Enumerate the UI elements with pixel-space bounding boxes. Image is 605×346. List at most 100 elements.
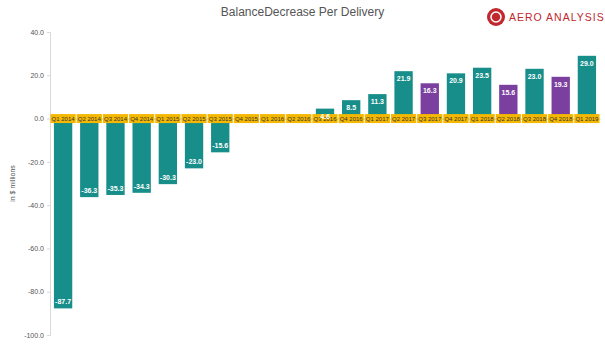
data-label: 4.6	[320, 113, 330, 120]
logo-icon	[487, 8, 505, 26]
bar	[80, 119, 98, 198]
x-tick-label: Q1 2014	[52, 116, 76, 122]
y-axis-line	[47, 33, 51, 336]
data-label: -30.3	[160, 174, 176, 181]
data-label: 16.3	[423, 87, 437, 94]
x-tick-label: Q4 2017	[444, 116, 468, 122]
x-tick-label: Q4 2016	[340, 116, 364, 122]
category-band	[443, 114, 468, 123]
x-tick: Q2 2015	[181, 114, 206, 123]
x-tick: Q3 2017	[417, 114, 442, 123]
y-tick: -100.0	[24, 332, 50, 339]
y-tick: -60.0	[28, 245, 50, 252]
x-tick: Q1 2019	[574, 114, 599, 123]
bar	[54, 119, 72, 309]
x-tick-label: Q2 2017	[392, 116, 416, 122]
x-tick: Q3 2014	[103, 114, 128, 123]
bar	[552, 77, 570, 119]
category-band	[260, 114, 285, 123]
data-labels: -87.7-36.3-35.3-34.3-30.3-23.0-15.64.68.…	[55, 60, 594, 306]
x-tick: Q1 2018	[470, 114, 495, 123]
data-label: 11.3	[371, 98, 384, 105]
logo: AERO ANALYSIS	[487, 8, 605, 26]
x-tick-label: Q3 2018	[523, 116, 547, 122]
x-tick-label: Q1 2017	[366, 116, 390, 122]
x-tick-label: Q2 2018	[497, 116, 521, 122]
y-tick-label: 20.0	[30, 72, 44, 79]
y-tick-label: -80.0	[28, 288, 44, 295]
y-tick-label: 40.0	[30, 29, 44, 36]
category-band	[77, 114, 102, 123]
bar	[578, 56, 596, 119]
data-label: -34.3	[134, 183, 150, 190]
x-tick: Q2 2017	[391, 114, 416, 123]
bar	[394, 71, 412, 118]
y-tick-mark	[47, 162, 50, 163]
y-tick: -80.0	[28, 288, 50, 295]
category-band	[470, 114, 495, 123]
y-tick-mark	[47, 248, 50, 249]
y-tick: -40.0	[28, 202, 50, 209]
x-tick: Q4 2015	[234, 114, 259, 123]
bar	[499, 85, 517, 119]
category-band	[417, 114, 442, 123]
data-label: -15.6	[212, 142, 228, 149]
data-label: -35.3	[107, 185, 123, 192]
y-tick-mark	[47, 32, 50, 33]
x-tick: Q4 2014	[129, 114, 154, 123]
x-tick-label: Q2 2014	[78, 116, 102, 122]
x-tick-label: Q4 2015	[235, 116, 259, 122]
category-band	[339, 114, 364, 123]
category-band	[286, 114, 311, 123]
data-label: -36.3	[81, 187, 97, 194]
x-tick-label: Q4 2014	[130, 116, 154, 122]
data-label: 8.5	[346, 104, 356, 111]
x-tick-label: Q2 2016	[287, 116, 311, 122]
x-tick-label: Q3 2015	[209, 116, 233, 122]
logo-text: AERO ANALYSIS	[509, 11, 605, 23]
plot: -100.0-80.0-60.0-40.0-20.00.020.040.0Q1 …	[24, 29, 600, 339]
y-tick-mark	[47, 205, 50, 206]
category-band	[103, 114, 128, 123]
y-tick-mark	[47, 119, 50, 120]
bar	[211, 119, 229, 153]
category-band	[234, 114, 259, 123]
y-axis: -100.0-80.0-60.0-40.0-20.00.020.040.0	[24, 29, 50, 339]
category-band	[155, 114, 180, 123]
x-tick: Q3 2018	[522, 114, 547, 123]
bar	[525, 69, 543, 119]
title: BalanceDecrease Per Delivery	[221, 5, 384, 19]
y-tick-label: -100.0	[24, 332, 44, 339]
x-tick: Q3 2015	[208, 114, 233, 123]
bar	[106, 119, 124, 195]
y-tick-mark	[47, 292, 50, 293]
x-tick-label: Q4 2018	[549, 116, 573, 122]
bar	[185, 119, 203, 169]
category-band	[548, 114, 573, 123]
x-tick-label: Q1 2015	[156, 116, 180, 122]
data-label: 23.5	[475, 72, 489, 79]
x-tick: Q4 2018	[548, 114, 573, 123]
category-band	[391, 114, 416, 123]
category-band	[51, 114, 76, 123]
category-band	[181, 114, 206, 123]
x-tick: Q2 2014	[77, 114, 102, 123]
category-band	[208, 114, 233, 123]
y-tick-mark	[47, 75, 50, 76]
x-tick: Q1 2014	[51, 114, 76, 123]
data-label: 15.6	[502, 89, 516, 96]
bar	[159, 119, 177, 185]
bar	[421, 83, 439, 118]
x-tick-label: Q2 2015	[183, 116, 207, 122]
x-tick-label: Q3 2014	[104, 116, 128, 122]
x-tick-label: Q1 2019	[575, 116, 599, 122]
category-band	[574, 114, 599, 123]
y-tick-label: -60.0	[28, 245, 44, 252]
x-tick-label: Q3 2017	[418, 116, 442, 122]
y-tick-label: -40.0	[28, 202, 44, 209]
y-tick: 20.0	[30, 72, 50, 79]
x-tick: Q1 2015	[155, 114, 180, 123]
data-label: 20.9	[449, 77, 463, 84]
bar	[133, 119, 151, 193]
y-tick: 40.0	[30, 29, 50, 36]
